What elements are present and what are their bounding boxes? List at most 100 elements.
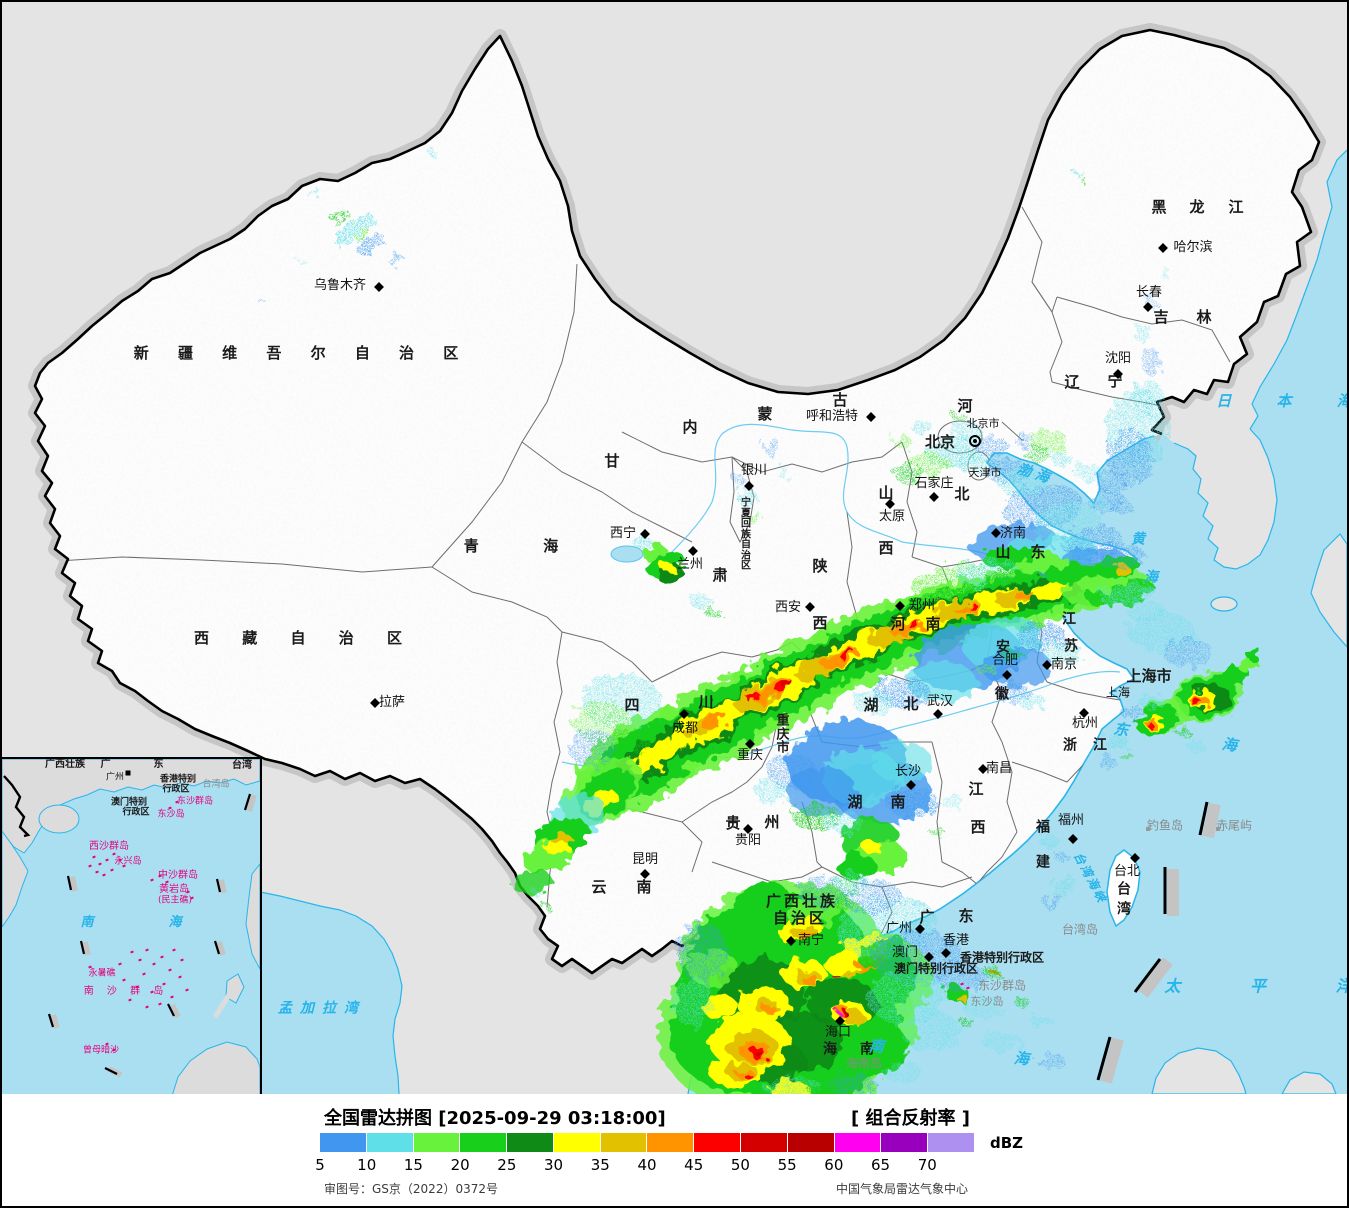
dbz-colorbar xyxy=(320,1133,974,1152)
radar-echo xyxy=(1120,753,1134,761)
radar-echo xyxy=(757,1054,765,1058)
sea-bay-of-bengal xyxy=(260,892,402,1094)
radar-echo xyxy=(882,1062,922,1082)
radar-echo xyxy=(1018,694,1046,710)
radar-echo xyxy=(1237,657,1257,671)
colorbar-tick: 50 xyxy=(730,1156,750,1174)
dash-segment xyxy=(1096,1036,1112,1081)
radar-echo xyxy=(754,780,790,804)
radar-echo xyxy=(552,834,572,846)
radar-echo xyxy=(867,969,947,1025)
radar-echo xyxy=(389,254,405,266)
colorbar-tick: 30 xyxy=(544,1156,564,1174)
colorbar-tick: 10 xyxy=(357,1156,377,1174)
radar-echo xyxy=(747,693,761,703)
radar-echo xyxy=(776,466,788,478)
radar-echo xyxy=(1083,181,1091,187)
radar-echo xyxy=(910,421,934,433)
radar-echo xyxy=(258,299,266,305)
dash-shadow xyxy=(216,941,226,956)
kyushu-japan xyxy=(1310,533,1347,648)
radar-echo xyxy=(797,877,847,907)
dash-shadow xyxy=(69,876,78,892)
dash-segment xyxy=(167,1003,175,1017)
south-china-sea-inset xyxy=(2,757,262,1098)
radar-echo xyxy=(672,977,712,1027)
colorbar-tick: 5 xyxy=(315,1156,325,1174)
colorbar-segment xyxy=(507,1133,553,1152)
dash-shadow xyxy=(82,941,91,956)
dash-shadow xyxy=(169,1003,181,1019)
radar-echo xyxy=(843,1011,847,1015)
colorbar-tick: 45 xyxy=(684,1156,704,1174)
sea-east xyxy=(688,150,1347,1094)
radar-echo xyxy=(843,1011,865,1025)
colorbar-segment xyxy=(741,1133,787,1152)
radar-echo xyxy=(967,603,977,609)
radar-echo xyxy=(427,149,437,155)
radar-echo xyxy=(298,259,306,265)
radar-echo xyxy=(1137,694,1167,710)
radar-echo xyxy=(333,215,375,245)
radar-echo xyxy=(1075,170,1085,178)
radar-echo xyxy=(801,929,815,939)
radar-echo xyxy=(1099,582,1155,606)
inset-vietnam xyxy=(2,830,29,928)
radar-echo xyxy=(929,827,945,837)
radar-echo xyxy=(908,621,920,629)
radar-echo xyxy=(542,904,552,910)
radar-echo xyxy=(1158,266,1170,278)
radar-echo xyxy=(690,595,714,609)
colorbar-segment xyxy=(600,1133,647,1152)
radar-echo xyxy=(819,1017,909,1077)
radar-echo xyxy=(952,412,968,422)
colorbar-tick: 70 xyxy=(917,1156,937,1174)
radar-echo xyxy=(701,712,727,730)
radar-echo xyxy=(982,647,1052,687)
dash-segment xyxy=(215,878,222,893)
radar-echo xyxy=(1143,294,1157,310)
radar-echo xyxy=(1142,348,1162,376)
dash-shadow xyxy=(50,1014,60,1029)
radar-echo xyxy=(1030,1015,1054,1029)
radar-echo xyxy=(846,650,854,656)
radar-echo xyxy=(1191,698,1201,706)
radar-echo xyxy=(1246,648,1262,660)
unit-label: dBZ xyxy=(990,1134,1024,1152)
radar-echo xyxy=(733,475,747,485)
colorbar-segment xyxy=(413,1133,460,1152)
radar-echo xyxy=(1146,721,1152,727)
radar-echo xyxy=(1174,727,1190,737)
basemap-svg xyxy=(2,2,1347,1094)
dash-segment xyxy=(47,1013,55,1028)
dash-shadow xyxy=(218,879,227,894)
radar-echo xyxy=(737,487,757,507)
radar-echo xyxy=(331,210,349,224)
korea-coastline xyxy=(1173,428,1278,570)
product-name: [ 组合反射率 ] xyxy=(851,1108,970,1129)
radar-echo xyxy=(1000,648,1024,660)
radar-echo xyxy=(803,975,819,987)
radar-echo xyxy=(983,966,1001,978)
radar-echo xyxy=(567,729,617,765)
radar-echo xyxy=(783,682,793,688)
dash-segment xyxy=(1133,958,1162,993)
dash-segment xyxy=(66,875,73,891)
inset-svg xyxy=(2,758,261,1097)
radar-echo xyxy=(1014,997,1030,1007)
radar-echo xyxy=(1054,852,1070,862)
radar-echo xyxy=(746,511,762,523)
inset-palawan xyxy=(212,985,237,1019)
radar-echo xyxy=(807,1084,837,1094)
colorbar-tick: 25 xyxy=(497,1156,517,1174)
taiwan-island xyxy=(1106,849,1141,928)
radar-echo xyxy=(1042,640,1082,664)
radar-echo xyxy=(940,795,964,809)
colorbar-ticks: 5 10 15 20 25 30 35 40 45 50 55 60 65 70 xyxy=(2,1156,1347,1174)
radar-echo xyxy=(764,437,780,457)
radar-echo xyxy=(1097,544,1147,570)
radar-echo xyxy=(994,682,1030,702)
map-title: 全国雷达拼图 [2025-09-29 03:18:00] xyxy=(324,1108,666,1129)
inset-nine-dash-line xyxy=(47,793,257,1078)
